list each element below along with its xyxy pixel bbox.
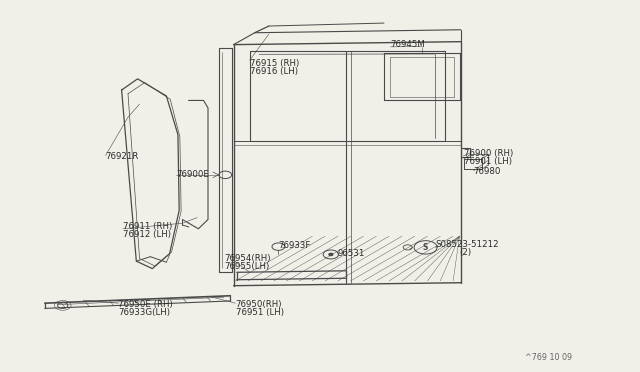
Text: 76901 (LH): 76901 (LH) (464, 157, 512, 166)
Text: S: S (423, 243, 428, 252)
Text: 76916 (LH): 76916 (LH) (250, 67, 298, 76)
Text: 96531: 96531 (337, 249, 365, 258)
Text: 76951 (LH): 76951 (LH) (236, 308, 284, 317)
Text: (2): (2) (460, 248, 472, 257)
Text: 76911 (RH): 76911 (RH) (123, 222, 172, 231)
Text: 76900 (RH): 76900 (RH) (464, 149, 513, 158)
Text: 76912 (LH): 76912 (LH) (123, 230, 171, 239)
Text: 76950(RH): 76950(RH) (236, 300, 282, 309)
Text: 76900E: 76900E (176, 170, 209, 179)
Circle shape (329, 253, 333, 256)
Text: S08523-51212: S08523-51212 (435, 240, 499, 248)
Text: 76950E (RH): 76950E (RH) (118, 300, 173, 309)
Text: 76955(LH): 76955(LH) (224, 262, 269, 271)
Text: 76954(RH): 76954(RH) (224, 254, 271, 263)
Text: 76933F: 76933F (278, 241, 311, 250)
Text: 76945M: 76945M (390, 40, 425, 49)
Text: 76915 (RH): 76915 (RH) (250, 59, 299, 68)
Text: 76921R: 76921R (106, 152, 139, 161)
Text: 76933G(LH): 76933G(LH) (118, 308, 170, 317)
Text: 76980: 76980 (474, 167, 501, 176)
Text: ^769 10 09: ^769 10 09 (525, 353, 572, 362)
